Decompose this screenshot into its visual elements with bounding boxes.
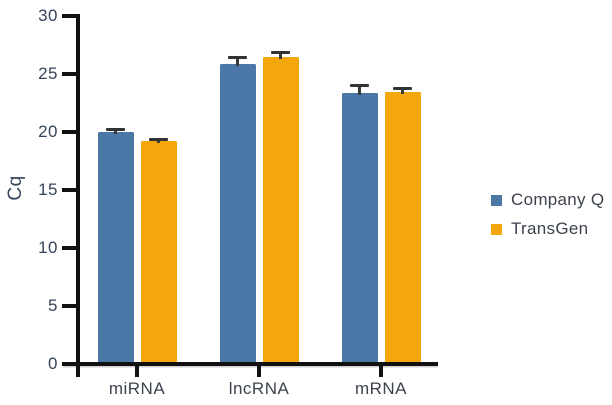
y-tick <box>62 14 76 18</box>
y-tick-label: 0 <box>48 354 58 373</box>
x-tick-origin <box>76 366 80 377</box>
y-tick <box>62 304 76 308</box>
error-bar-stem <box>358 85 361 95</box>
error-bar-cap <box>350 84 369 88</box>
legend-item-transgen: TransGen <box>491 219 604 239</box>
y-tick-label: 15 <box>38 180 58 199</box>
error-bar-cap <box>393 87 412 90</box>
bar-transgen-mrna <box>384 91 421 364</box>
bar-company-q-mrna <box>341 92 378 364</box>
error-bar-cap <box>271 51 290 55</box>
error-bar-stem <box>279 52 282 59</box>
error-bar-cap <box>149 138 168 142</box>
y-tick <box>62 72 76 76</box>
y-tick-label: 25 <box>38 64 58 83</box>
legend-swatch-company-q-icon <box>491 194 502 206</box>
error-bar-cap <box>106 128 125 132</box>
x-axis-label: miRNA <box>108 379 166 398</box>
error-bar-stem <box>157 139 160 144</box>
legend: Company Q TransGen <box>491 190 604 248</box>
y-tick <box>62 188 76 192</box>
x-tick <box>379 366 383 377</box>
error-bar-stem <box>236 57 239 66</box>
y-tick-label: 10 <box>38 238 58 257</box>
y-tick <box>62 130 76 134</box>
y-tick-label: 5 <box>48 296 58 315</box>
legend-item-company-q: Company Q <box>491 190 604 210</box>
bar-transgen-mirna <box>140 141 177 364</box>
bar-company-q-lncrna <box>219 63 256 364</box>
error-bar-cap <box>228 56 247 60</box>
error-bar-stem <box>401 88 404 94</box>
x-tick <box>257 366 261 377</box>
x-axis-label: lncRNA <box>228 379 290 398</box>
x-axis-line <box>63 362 438 366</box>
x-tick <box>135 366 139 377</box>
bar-company-q-mirna <box>97 132 134 364</box>
legend-label-transgen: TransGen <box>511 219 589 238</box>
bar-transgen-lncrna <box>262 56 299 364</box>
x-axis-label: mRNA <box>354 379 408 398</box>
y-tick <box>62 246 76 250</box>
legend-swatch-transgen-icon <box>491 223 502 235</box>
y-axis-line <box>76 14 80 366</box>
y-tick-label: 20 <box>38 122 58 141</box>
y-tick-label: 30 <box>38 6 58 25</box>
legend-label-company-q: Company Q <box>511 190 605 209</box>
error-bar-stem <box>114 129 117 134</box>
